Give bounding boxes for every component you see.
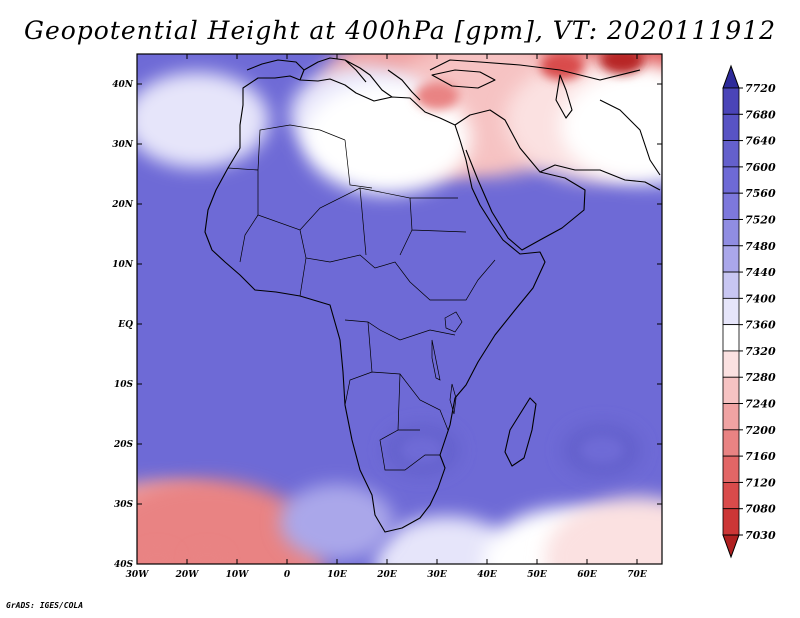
colorbar-bin <box>722 482 740 510</box>
field-core <box>600 54 644 74</box>
colorbar-bin <box>722 219 740 247</box>
colorbar-bin <box>722 166 740 194</box>
country-borders <box>227 124 496 471</box>
colorbar-label: 7320 <box>745 345 776 358</box>
lon-tick-label: 10E <box>327 570 347 580</box>
colorbar-label: 7360 <box>745 319 776 332</box>
lat-tick-label: 10N <box>112 260 134 270</box>
colorbar-bin <box>722 350 740 378</box>
colorbar-label: 7600 <box>745 161 776 174</box>
lat-tick-label: EQ <box>117 320 133 330</box>
lat-tick-label: 40S <box>114 560 134 570</box>
colorbar-bin <box>722 508 740 536</box>
asia-coastline <box>429 59 661 191</box>
map-title: Geopotential Height at 400hPa [gpm], VT:… <box>23 16 777 45</box>
map-frame <box>136 53 663 565</box>
colorbar-label: 7280 <box>745 371 776 384</box>
colorbar-label: 7200 <box>745 424 776 437</box>
colorbar-label: 7240 <box>745 398 776 411</box>
lat-tick-label: 30S <box>114 500 134 510</box>
arabia-coastline <box>454 109 586 251</box>
field-core <box>137 544 179 564</box>
colorbar-label: 7160 <box>745 450 776 463</box>
field-shading <box>137 54 662 564</box>
field-anomaly <box>302 81 472 195</box>
colorbar-bottom-arrow <box>722 534 740 559</box>
colorbar-bin <box>722 140 740 168</box>
lon-tick-label: 0 <box>284 570 291 580</box>
colorbar-label: 7480 <box>745 240 776 253</box>
field-core <box>580 436 624 464</box>
map-area <box>137 54 662 564</box>
madagascar-coastline <box>504 397 537 467</box>
colorbar-bin <box>722 429 740 457</box>
colorbar-label: 7440 <box>745 266 776 279</box>
lake-victoria <box>444 311 463 333</box>
lat-tick-label: 20S <box>113 440 134 450</box>
lat-tick-label: 10S <box>114 380 134 390</box>
colorbar-bin <box>722 297 740 326</box>
field-anomaly <box>137 72 269 168</box>
lon-tick-label: 10W <box>226 570 250 580</box>
colorbar-label: 7520 <box>745 213 776 226</box>
colorbar-bin <box>722 87 740 115</box>
longitude-ticks: 30W 20W 10W 0 10E 20E 30E 40E 50E 60E 70E <box>126 54 647 580</box>
credit-label: GrADS: IGES/COLA <box>6 601 84 610</box>
colorbar-label: 7680 <box>745 108 776 121</box>
lat-tick-label: 30N <box>112 140 134 150</box>
caspian-coastline <box>555 74 573 119</box>
field-anomaly <box>545 496 662 564</box>
lon-tick-label: 30E <box>427 570 447 580</box>
colorbar-bin <box>722 324 740 352</box>
lake-malawi <box>449 383 457 415</box>
colorbar-bin <box>722 271 740 299</box>
colorbar-bin <box>722 403 740 431</box>
colorbar-label: 7720 <box>745 82 776 95</box>
lon-tick-label: 70E <box>627 570 647 580</box>
colorbar-bin <box>722 455 740 483</box>
lon-tick-label: 40E <box>477 570 497 580</box>
field-anomaly <box>137 480 324 564</box>
africa-coastline <box>204 75 546 533</box>
field-anomaly <box>375 516 519 564</box>
colorbar-label: 7640 <box>745 135 776 148</box>
colorbar-bin <box>722 376 740 404</box>
field-core <box>400 436 444 464</box>
latitude-ticks: 40N 30N 20N 10N EQ 10S 20S 30S 40S <box>111 80 662 570</box>
europe-coastline <box>246 57 421 101</box>
colorbar-label: 7560 <box>745 187 776 200</box>
coastlines <box>204 57 661 533</box>
black-sea-coastline <box>431 69 496 89</box>
colorbar-bin <box>722 192 740 220</box>
field-anomaly <box>560 68 662 184</box>
lon-tick-label: 20E <box>376 570 397 580</box>
colorbar-label: 7080 <box>745 503 776 516</box>
colorbar-label: 7400 <box>745 292 776 305</box>
colorbar-bin <box>722 113 740 141</box>
colorbar-label: 7120 <box>745 476 776 489</box>
field-core <box>185 544 229 564</box>
border-lines <box>227 124 496 471</box>
field-core <box>415 82 459 110</box>
colorbar-top-arrow <box>722 64 740 89</box>
colorbar-bin <box>722 245 740 273</box>
lon-tick-label: 20W <box>175 570 200 580</box>
lon-tick-label: 60E <box>577 570 597 580</box>
field-core <box>540 54 584 80</box>
colorbar: 7720 7680 7640 7600 7560 7520 7480 7440 7400 7360… <box>722 64 776 559</box>
lat-tick-label: 40N <box>112 80 134 90</box>
lat-tick-label: 20N <box>111 200 134 210</box>
lon-tick-label: 50E <box>527 570 547 580</box>
field-anomaly <box>280 484 394 560</box>
lake-tanganyika <box>431 339 441 381</box>
colorbar-label: 7030 <box>745 529 776 542</box>
lon-tick-label: 30W <box>126 570 150 580</box>
